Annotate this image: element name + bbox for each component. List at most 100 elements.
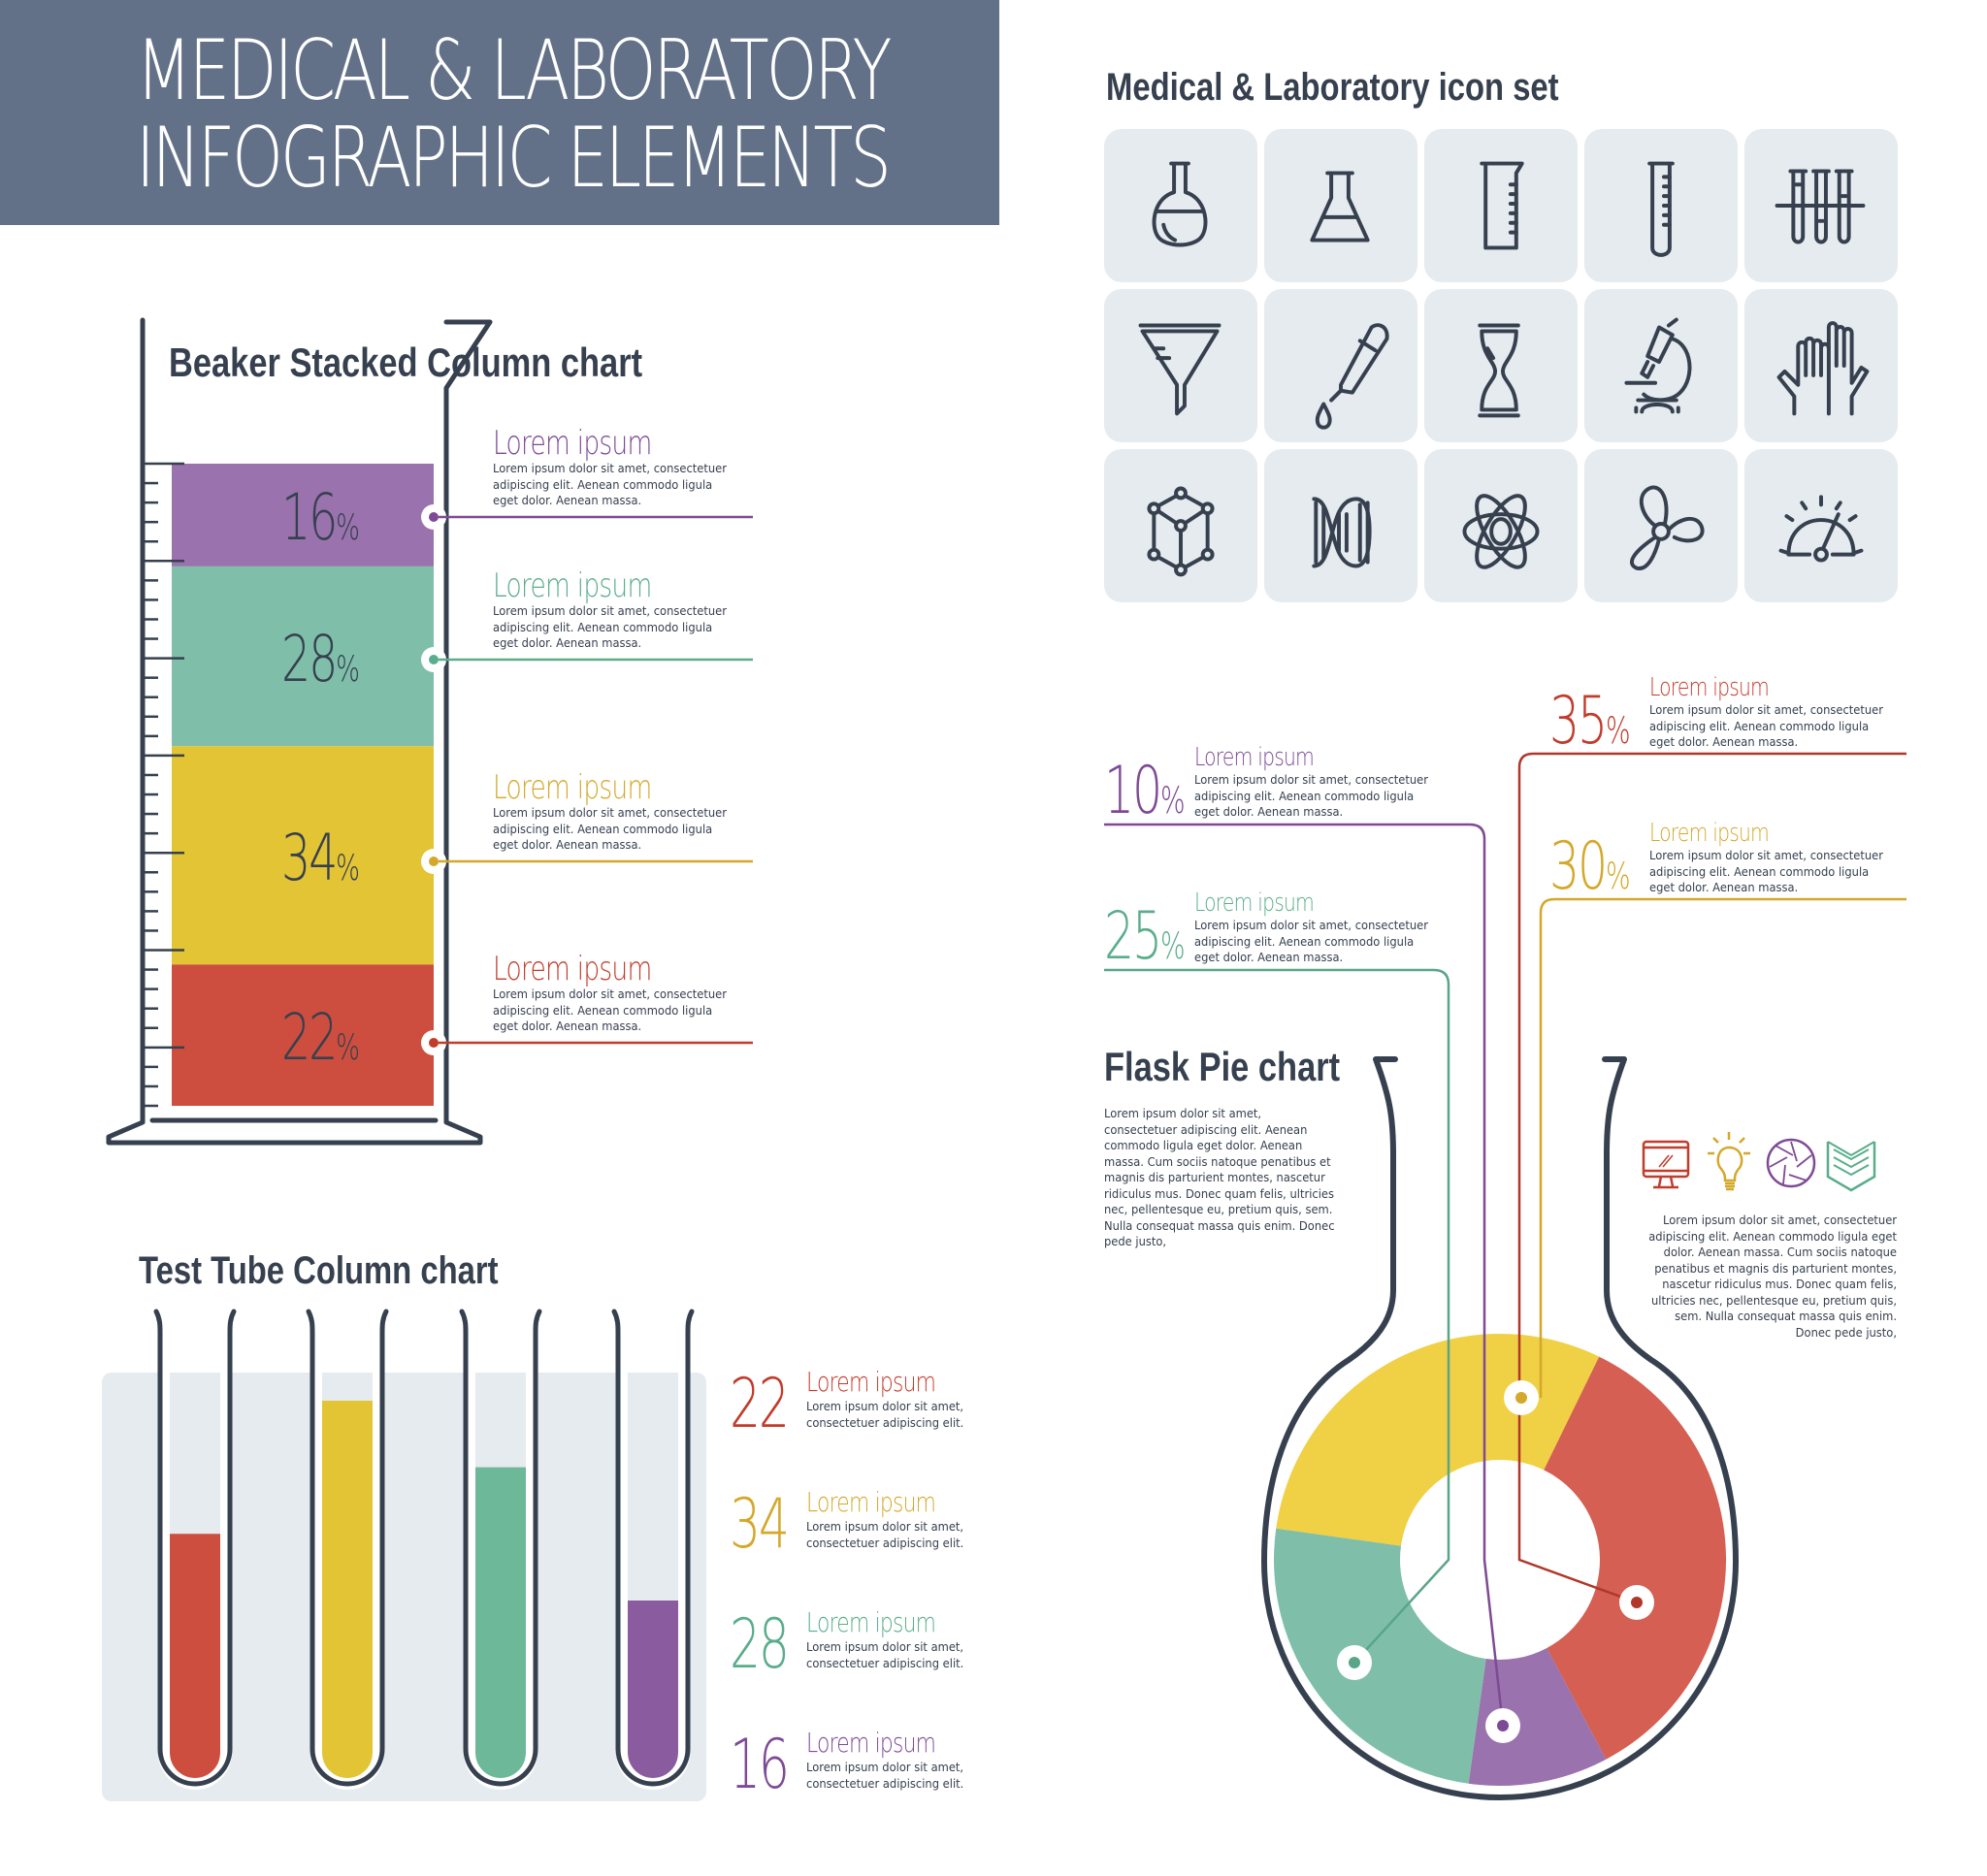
beaker-value-number: 28 (281, 621, 338, 696)
beaker-value-label: 28% (281, 627, 360, 692)
beaker-value-percent-sign: % (336, 846, 360, 889)
molecule-cube-icon (1147, 486, 1215, 577)
pie-leader-line-4 (1539, 897, 1906, 1398)
beaker-value-percent-sign: % (336, 505, 360, 548)
pie-slice-4 (1276, 1334, 1600, 1546)
beaker-scale-strip (150, 964, 172, 1106)
test-tube-icon (1647, 161, 1675, 257)
pie-leader-lines (1104, 752, 1906, 1743)
header-banner: MEDICAL & LABORATORY INFOGRAPHIC ELEMENT… (0, 0, 999, 225)
test-tube-legend-heading: Lorem ipsum (806, 1606, 936, 1638)
beaker-annotation-text: Lorem ipsum dolor sit amet, consectetuer… (493, 805, 727, 852)
test-tube-legend-heading: Lorem ipsum (806, 1486, 936, 1518)
icon-tile[interactable] (1744, 129, 1898, 282)
page-title-line-2: INFOGRAPHIC ELEMENTS (136, 110, 892, 207)
icon-tile[interactable] (1424, 129, 1578, 282)
pie-slice-3 (1274, 1528, 1486, 1784)
pie-value-percent-sign: % (1159, 924, 1186, 967)
test-tube-bar (170, 1534, 220, 1778)
beaker-connector-dot (429, 1038, 439, 1048)
pie-annotation-heading: Lorem ipsum (1194, 889, 1315, 918)
beaker-chart-title: Beaker Stacked Column chart (169, 340, 643, 385)
test-tube-legend-text: Lorem ipsum dolor sit amet, consectetuer… (806, 1760, 964, 1791)
icon-tile[interactable] (1584, 289, 1738, 442)
beaker-connector-dot (429, 857, 439, 866)
pie-annotation-heading: Lorem ipsum (1194, 743, 1315, 772)
pie-annotation-text: Lorem ipsum dolor sit amet, consectetuer… (1649, 702, 1883, 749)
beaker-connector-dot (429, 655, 439, 664)
icon-tile[interactable] (1584, 129, 1738, 282)
beaker-annotation-text: Lorem ipsum dolor sit amet, consectetuer… (493, 461, 727, 507)
icon-tile[interactable] (1104, 289, 1257, 442)
pie-value-number: 30 (1549, 828, 1608, 905)
icon-tile[interactable] (1104, 129, 1257, 282)
pie-value-percent-sign: % (1605, 855, 1631, 897)
beaker-value-number: 16 (281, 479, 338, 555)
test-tube-legend-text: Lorem ipsum dolor sit amet, consectetuer… (806, 1519, 964, 1550)
pie-leader-line-1 (1517, 752, 1906, 1604)
pie-value-number: 35 (1549, 683, 1608, 760)
icon-tile[interactable] (1104, 449, 1257, 602)
test-tube-outline (153, 1309, 237, 1787)
pipette-dropper-icon (1315, 323, 1389, 430)
test-tube-outline (306, 1309, 389, 1787)
dna-helix-icon (1312, 497, 1372, 568)
beaker-value-label: 16% (281, 485, 360, 550)
icon-tile[interactable] (1424, 289, 1578, 442)
test-tube-legend-heading: Lorem ipsum (806, 1366, 936, 1398)
pie-annotation-text: Lorem ipsum dolor sit amet, consectetuer… (1649, 848, 1883, 894)
icon-tile[interactable] (1424, 449, 1578, 602)
beaker-connector-dot (429, 512, 439, 522)
open-book-icon (1826, 1141, 1876, 1192)
test-tube-outline (611, 1309, 695, 1787)
propeller-fan-icon (1629, 485, 1705, 570)
side-icons (1642, 1132, 1876, 1192)
beaker-value-percent-sign: % (336, 1026, 360, 1069)
camera-aperture-icon (1766, 1138, 1816, 1188)
beaker-value-percent-sign: % (336, 647, 360, 690)
pie-marker-dot (1515, 1392, 1527, 1404)
test-tube-legend-text: Lorem ipsum dolor sit amet, consectetuer… (806, 1639, 964, 1670)
beaker-scale-strip (150, 746, 172, 965)
pie-value-label: 30% (1549, 834, 1631, 900)
icon-tile[interactable] (1264, 129, 1417, 282)
test-tube-2 (306, 1309, 389, 1790)
icon-grid (1104, 129, 1900, 604)
flask-outline (1261, 1056, 1739, 1800)
gauge-meter-icon (1778, 495, 1864, 563)
pie-slice-2 (1468, 1647, 1607, 1786)
beaker-segment-3 (172, 746, 434, 965)
test-tube-bar (322, 1401, 373, 1778)
pie-marker-dot (1631, 1597, 1643, 1608)
test-tube-legend-value: 22 (730, 1364, 790, 1443)
test-tube-legend-heading: Lorem ipsum (806, 1727, 936, 1759)
pie-leader-line-3 (1104, 968, 1450, 1664)
test-tube-bar (628, 1600, 678, 1778)
icon-tile[interactable] (1744, 289, 1898, 442)
monitor-icon (1642, 1140, 1690, 1189)
pie-marker-dot (1349, 1657, 1360, 1668)
beaker-segment-2 (172, 566, 434, 747)
icon-tile[interactable] (1264, 289, 1417, 442)
graduated-beaker-icon (1480, 161, 1524, 250)
pie-annotation-text: Lorem ipsum dolor sit amet, consectetuer… (1194, 772, 1428, 819)
flask-side-text: Lorem ipsum dolor sit amet, consectetuer… (1648, 1213, 1897, 1340)
test-tube-legend-value: 34 (730, 1484, 790, 1564)
icon-tile[interactable] (1744, 449, 1898, 602)
beaker-outline (106, 317, 493, 1146)
page-title-line-1: MEDICAL & LABORATORY (136, 22, 892, 119)
icon-tile[interactable] (1264, 449, 1417, 602)
pie-annotation-text: Lorem ipsum dolor sit amet, consectetuer… (1194, 918, 1428, 964)
pie-marker-dot (1497, 1720, 1509, 1731)
pie-value-percent-sign: % (1605, 709, 1631, 752)
erlenmeyer-flask-icon (1310, 171, 1370, 243)
hourglass-icon (1478, 323, 1520, 418)
icon-tile[interactable] (1584, 449, 1738, 602)
beaker-annotation-heading: Lorem ipsum (493, 424, 652, 463)
beaker-value-number: 22 (281, 1000, 338, 1076)
test-tube-legend-value: 28 (730, 1604, 790, 1684)
beaker-annotation-text: Lorem ipsum dolor sit amet, consectetuer… (493, 987, 727, 1033)
beaker-value-label: 34% (281, 825, 360, 890)
